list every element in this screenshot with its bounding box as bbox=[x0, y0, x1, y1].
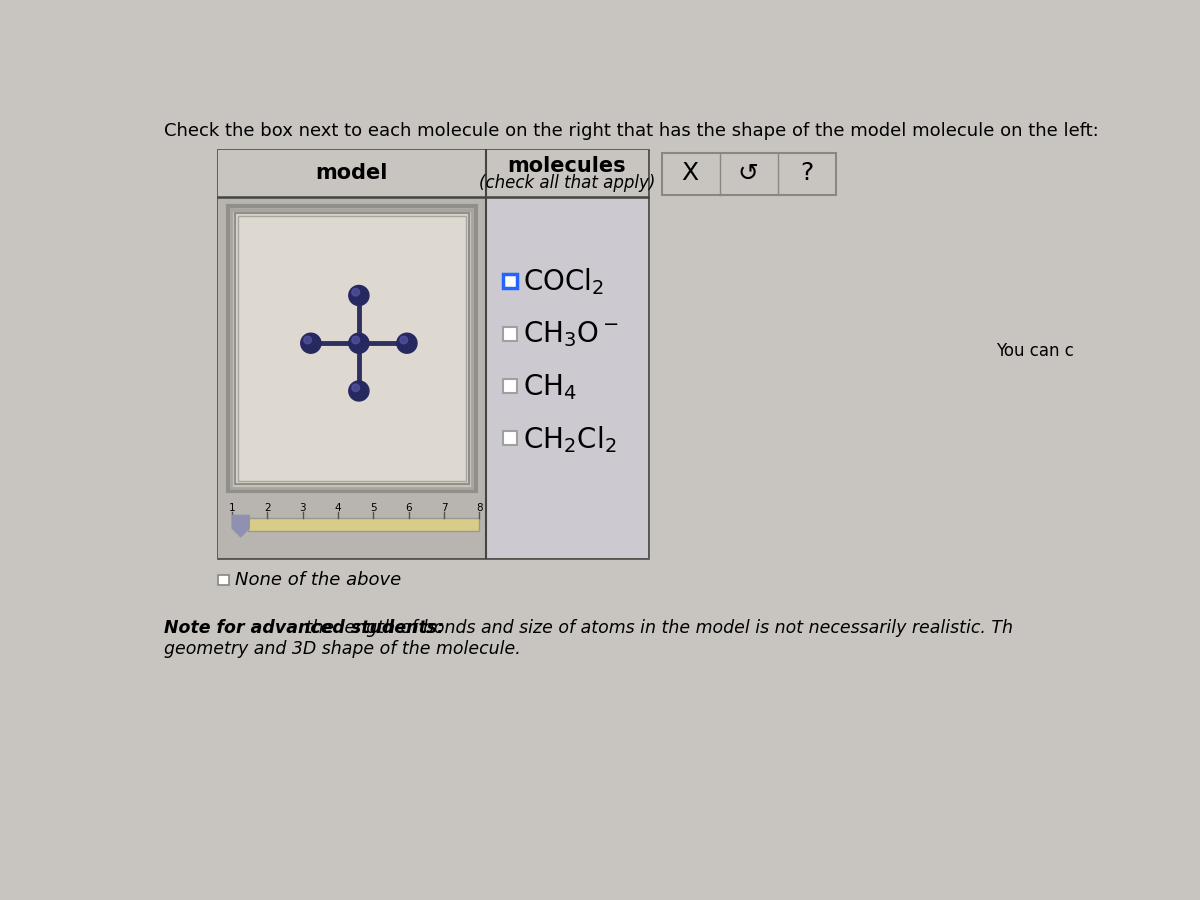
Text: 4: 4 bbox=[335, 503, 342, 513]
FancyBboxPatch shape bbox=[247, 518, 479, 531]
Text: 7: 7 bbox=[440, 503, 448, 513]
Text: You can c: You can c bbox=[996, 341, 1074, 359]
Text: X: X bbox=[682, 161, 698, 185]
Text: molecules: molecules bbox=[508, 156, 626, 176]
Text: None of the above: None of the above bbox=[235, 571, 402, 589]
Text: (check all that apply): (check all that apply) bbox=[479, 175, 655, 193]
Text: 1: 1 bbox=[229, 503, 235, 513]
Text: $\mathregular{CH_3O^-}$: $\mathregular{CH_3O^-}$ bbox=[523, 320, 619, 349]
Text: 3: 3 bbox=[300, 503, 306, 513]
Circle shape bbox=[349, 285, 368, 305]
FancyBboxPatch shape bbox=[218, 574, 229, 585]
Text: Check the box next to each molecule on the right that has the shape of the model: Check the box next to each molecule on t… bbox=[164, 122, 1099, 140]
FancyBboxPatch shape bbox=[503, 431, 516, 446]
Text: $\mathregular{COCl_2}$: $\mathregular{COCl_2}$ bbox=[523, 266, 604, 297]
Text: $\mathregular{CH_2Cl_2}$: $\mathregular{CH_2Cl_2}$ bbox=[523, 424, 616, 454]
Circle shape bbox=[400, 337, 408, 344]
Circle shape bbox=[304, 337, 312, 344]
Circle shape bbox=[301, 333, 320, 353]
FancyBboxPatch shape bbox=[218, 150, 648, 196]
FancyBboxPatch shape bbox=[218, 196, 486, 558]
Text: $\mathregular{CH_4}$: $\mathregular{CH_4}$ bbox=[523, 372, 577, 401]
Polygon shape bbox=[232, 516, 250, 537]
Circle shape bbox=[349, 333, 368, 353]
Circle shape bbox=[352, 289, 360, 296]
Circle shape bbox=[397, 333, 418, 353]
Text: the length of bonds and size of atoms in the model is not necessarily realistic.: the length of bonds and size of atoms in… bbox=[300, 618, 1013, 636]
Text: ↺: ↺ bbox=[738, 161, 758, 185]
FancyBboxPatch shape bbox=[503, 327, 516, 340]
Circle shape bbox=[349, 381, 368, 401]
Text: 6: 6 bbox=[406, 503, 412, 513]
Text: Note for advanced students:: Note for advanced students: bbox=[164, 618, 444, 636]
Circle shape bbox=[352, 337, 360, 344]
FancyBboxPatch shape bbox=[238, 216, 466, 482]
FancyBboxPatch shape bbox=[235, 213, 468, 484]
FancyBboxPatch shape bbox=[232, 210, 473, 488]
Circle shape bbox=[352, 384, 360, 392]
FancyBboxPatch shape bbox=[661, 153, 836, 195]
FancyBboxPatch shape bbox=[228, 206, 476, 491]
FancyBboxPatch shape bbox=[486, 196, 648, 558]
FancyBboxPatch shape bbox=[218, 150, 648, 558]
Text: 8: 8 bbox=[476, 503, 482, 513]
Text: geometry and 3D shape of the molecule.: geometry and 3D shape of the molecule. bbox=[164, 640, 521, 658]
FancyBboxPatch shape bbox=[503, 274, 516, 288]
Text: 2: 2 bbox=[264, 503, 271, 513]
Text: model: model bbox=[316, 164, 388, 184]
FancyBboxPatch shape bbox=[503, 379, 516, 393]
Text: 5: 5 bbox=[370, 503, 377, 513]
Text: ?: ? bbox=[800, 161, 814, 185]
